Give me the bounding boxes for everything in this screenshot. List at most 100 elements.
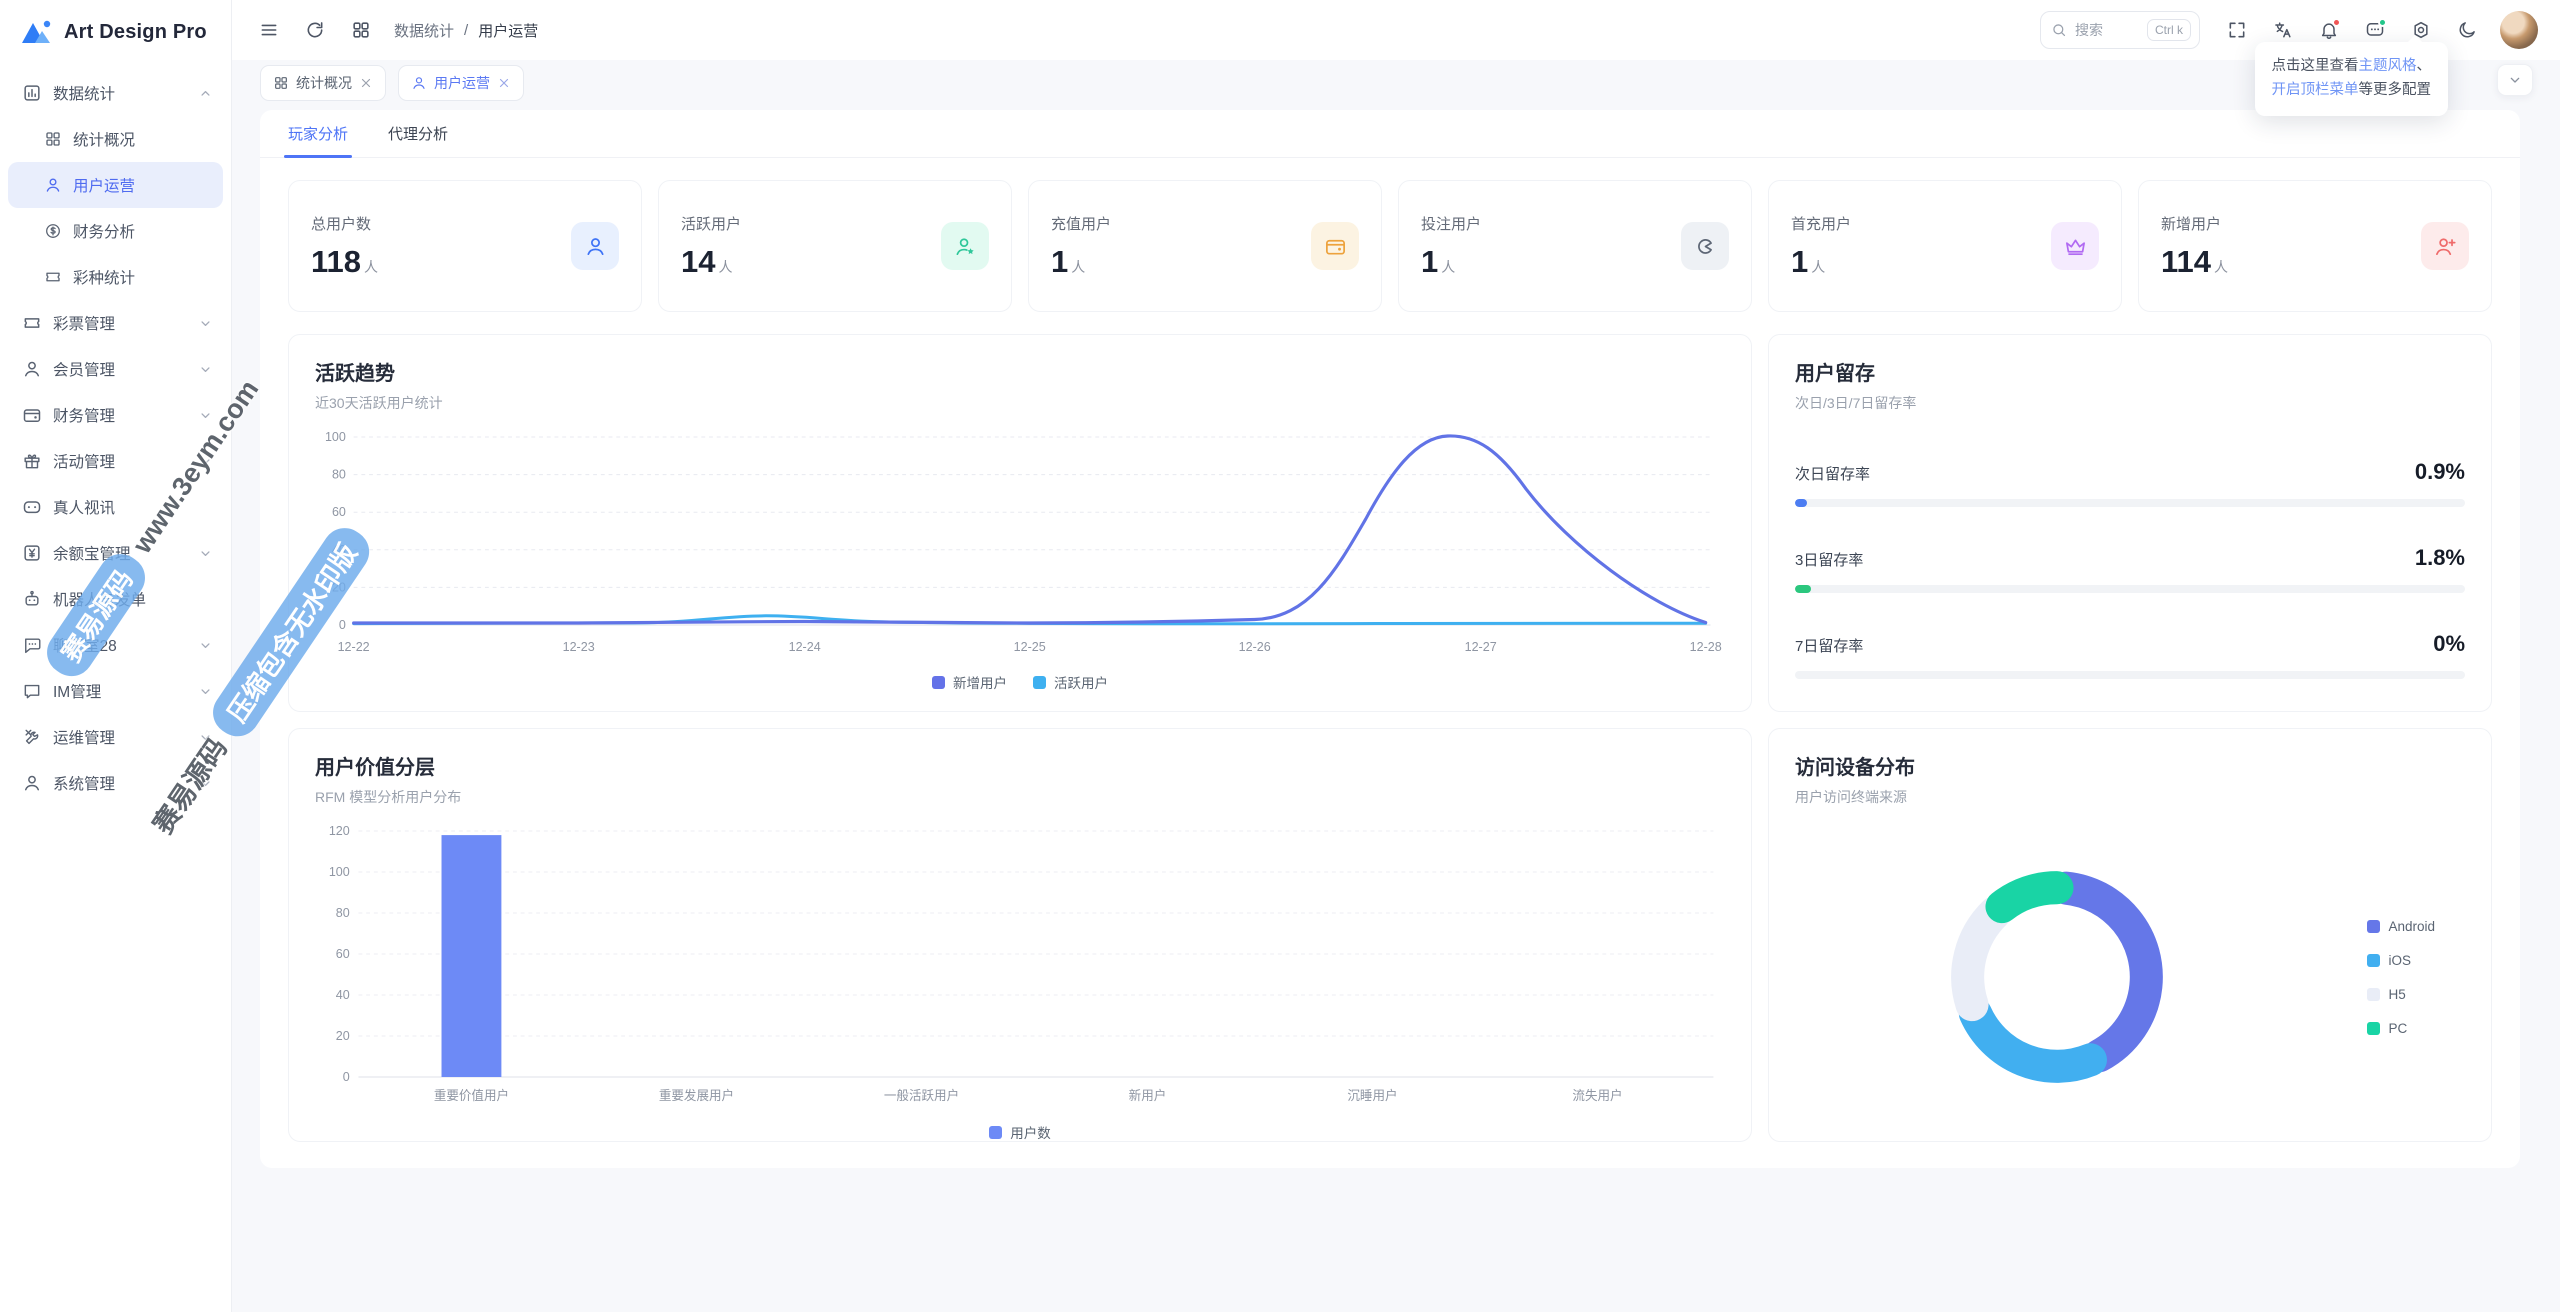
apps-grid-button[interactable]: [342, 11, 380, 49]
chat-button[interactable]: [2356, 11, 2394, 49]
analysis-tabs: 玩家分析 代理分析: [260, 110, 2520, 158]
search-input[interactable]: [2075, 22, 2139, 38]
donut-chart: [1951, 871, 2163, 1083]
svg-text:20: 20: [336, 1028, 350, 1043]
tab-player-analysis[interactable]: 玩家分析: [283, 110, 353, 158]
wallet-icon: [1311, 222, 1359, 270]
tab-list-dropdown-button[interactable]: [2497, 64, 2533, 96]
sidebar-item-system-manage[interactable]: 系统管理: [8, 760, 223, 806]
retention-row-day7: 7日留存率 0%: [1795, 631, 2465, 679]
user-icon: [571, 222, 619, 270]
stat-card-total-users: 总用户数 118 人: [288, 180, 642, 312]
chevron-down-icon: [198, 362, 213, 377]
sidebar-item-im-manage[interactable]: IM管理: [8, 668, 223, 714]
breadcrumb-parent[interactable]: 数据统计: [394, 22, 455, 40]
tab-chip-user-operation[interactable]: 用户运营: [398, 65, 524, 101]
svg-text:100: 100: [325, 429, 346, 444]
dark-mode-button[interactable]: [2448, 11, 2486, 49]
svg-text:20: 20: [332, 579, 346, 594]
svg-text:12-23: 12-23: [563, 639, 595, 654]
sidebar-item-finance-analysis[interactable]: 财务分析: [8, 208, 223, 254]
sidebar-item-lottery-manage[interactable]: 彩票管理: [8, 300, 223, 346]
app-logo[interactable]: Art Design Pro: [0, 0, 231, 64]
retention-row-day1: 次日留存率 0.9%: [1795, 459, 2465, 507]
close-icon[interactable]: [359, 76, 373, 90]
chevron-up-icon: [198, 86, 213, 101]
svg-text:一般活跃用户: 一般活跃用户: [884, 1088, 959, 1103]
sidebar-item-activity-manage[interactable]: 活动管理: [8, 438, 223, 484]
chevron-down-icon: [198, 408, 213, 423]
slice-pc: [1951, 871, 2163, 1083]
bar-chart-legend: 用户数: [315, 1122, 1725, 1142]
menu-fold-button[interactable]: [250, 11, 288, 49]
sidebar-item-robot[interactable]: 机器人与发单: [8, 576, 223, 622]
sidebar-item-stats-overview[interactable]: 统计概况: [8, 116, 223, 162]
refresh-button[interactable]: [296, 11, 334, 49]
svg-text:重要发展用户: 重要发展用户: [659, 1088, 734, 1103]
user-icon: [22, 773, 42, 793]
user-retention-card: 用户留存 次日/3日/7日留存率 次日留存率 0.9% 3日留存率 1.8%: [1768, 334, 2492, 712]
tab-agent-analysis[interactable]: 代理分析: [388, 126, 449, 143]
top-menu-link[interactable]: 开启顶栏菜单: [2271, 81, 2359, 98]
svg-text:12-26: 12-26: [1239, 639, 1271, 654]
bar-chart-box-icon: [22, 83, 42, 103]
user-avatar[interactable]: [2500, 11, 2538, 49]
bar-important-value-users: [441, 835, 502, 1077]
ticket-icon: [44, 268, 62, 286]
legend-active-users[interactable]: 活跃用户: [1033, 672, 1108, 692]
svg-text:12-27: 12-27: [1465, 639, 1497, 654]
legend-user-count[interactable]: 用户数: [989, 1122, 1051, 1142]
app-title: Art Design Pro: [64, 20, 207, 43]
notification-button[interactable]: [2310, 11, 2348, 49]
user-icon: [411, 75, 427, 91]
sidebar-item-live-video[interactable]: 真人视讯: [8, 484, 223, 530]
legend-new-users[interactable]: 新增用户: [932, 672, 1007, 692]
sidebar-item-user-operation[interactable]: 用户运营: [8, 162, 223, 208]
chart-title: 活跃趋势: [315, 363, 395, 385]
legend-h5[interactable]: H5: [2367, 987, 2435, 1002]
sidebar-item-chatroom[interactable]: 聊天室28: [8, 622, 223, 668]
grid-icon: [44, 130, 62, 148]
robot-icon: [22, 589, 42, 609]
progress-bar: [1795, 585, 2465, 593]
chevron-down-icon: [198, 730, 213, 745]
line-chart-legend: 新增用户 活跃用户: [315, 672, 1725, 692]
theme-style-link[interactable]: 主题风格: [2358, 58, 2417, 74]
sidebar-item-finance-manage[interactable]: 财务管理: [8, 392, 223, 438]
chevron-down-icon: [198, 638, 213, 653]
svg-text:120: 120: [329, 823, 350, 838]
sidebar-item-yuebao-manage[interactable]: 余额宝管理: [8, 530, 223, 576]
sidebar-item-ops-manage[interactable]: 运维管理: [8, 714, 223, 760]
search-shortcut-badge: Ctrl k: [2147, 19, 2191, 41]
user-star-icon: [941, 222, 989, 270]
legend-android[interactable]: Android: [2367, 919, 2435, 934]
global-search[interactable]: Ctrl k: [2040, 11, 2200, 49]
svg-text:12-22: 12-22: [338, 639, 370, 654]
user-value-card: 用户价值分层 RFM 模型分析用户分布 0 20: [288, 728, 1752, 1142]
tab-chip-stats-overview[interactable]: 统计概况: [260, 65, 386, 101]
svg-text:沉睡用户: 沉睡用户: [1347, 1088, 1397, 1103]
svg-text:重要价值用户: 重要价值用户: [434, 1088, 509, 1103]
series-new-users-line: [352, 434, 1708, 625]
legend-pc[interactable]: PC: [2367, 1021, 2435, 1036]
svg-text:80: 80: [332, 466, 346, 481]
sidebar-item-member-manage[interactable]: 会员管理: [8, 346, 223, 392]
wallet-icon: [22, 405, 42, 425]
chat-green-dot: [2378, 18, 2387, 27]
svg-text:12-24: 12-24: [789, 639, 821, 654]
ticket-icon: [22, 313, 42, 333]
grid-icon: [273, 75, 289, 91]
sidebar-group-data-stats[interactable]: 数据统计: [8, 70, 223, 116]
refresh-icon: [305, 20, 325, 40]
svg-text:12-28: 12-28: [1690, 639, 1722, 654]
fullscreen-button[interactable]: [2218, 11, 2256, 49]
close-icon[interactable]: [497, 76, 511, 90]
legend-ios[interactable]: iOS: [2367, 953, 2435, 968]
chart-subtitle: 次日/3日/7日留存率: [1795, 395, 1917, 411]
progress-bar: [1795, 671, 2465, 679]
app-logo-icon: [22, 20, 51, 43]
sidebar-item-lottery-stats[interactable]: 彩种统计: [8, 254, 223, 300]
